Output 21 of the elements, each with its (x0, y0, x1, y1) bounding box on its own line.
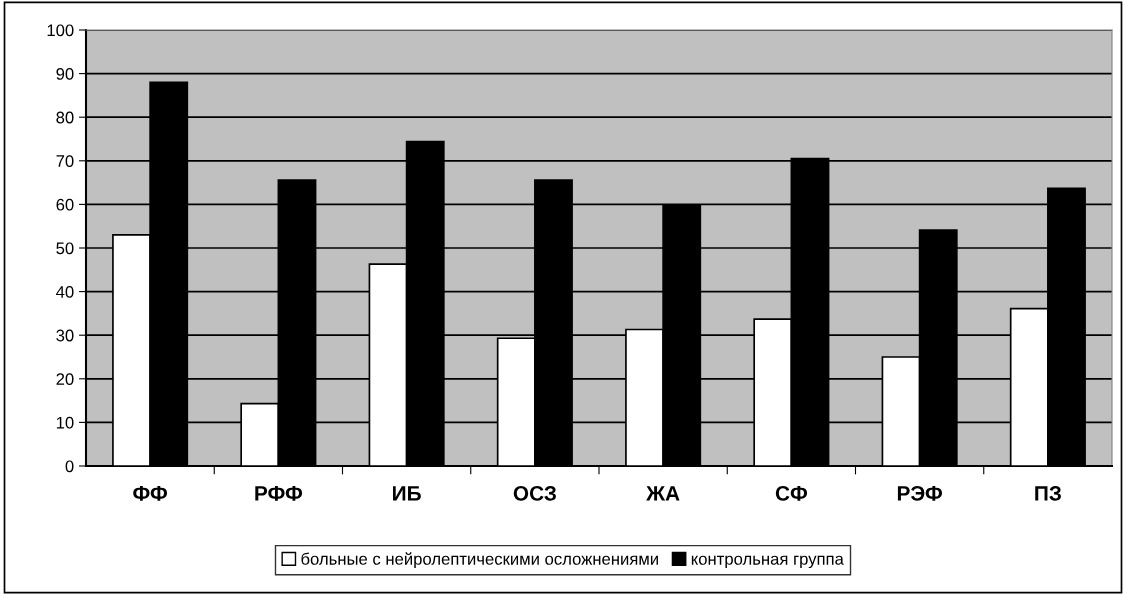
legend-label: больные с нейролептическими осложнениями (301, 552, 658, 569)
y-tick-label: 0 (65, 460, 74, 473)
y-tick-label: 20 (56, 373, 74, 385)
x-tick-label: ФФ (133, 486, 168, 501)
y-tick-label: 70 (56, 155, 74, 167)
y-tick-label: 10 (56, 416, 74, 429)
y-tick-label: 100 (47, 24, 74, 37)
x-tick-label: ИБ (393, 486, 421, 501)
y-tick-label: 90 (56, 68, 74, 80)
x-tick-label: РФФ (255, 486, 303, 501)
y-tick-label: 60 (56, 198, 74, 211)
x-tick-label: ПЗ (1035, 486, 1061, 501)
y-tick-label: 50 (56, 242, 74, 255)
y-tick-label: 30 (56, 329, 74, 342)
x-tick-label: РЭФ (897, 485, 943, 501)
y-tick-label: 80 (56, 111, 74, 124)
x-tick-label: ЖА (646, 486, 680, 501)
x-tick-label: ОСЗ (513, 485, 556, 501)
x-tick-label: СФ (775, 485, 808, 501)
legend-label: контрольная группа (691, 555, 844, 569)
y-tick-label: 40 (56, 286, 74, 298)
